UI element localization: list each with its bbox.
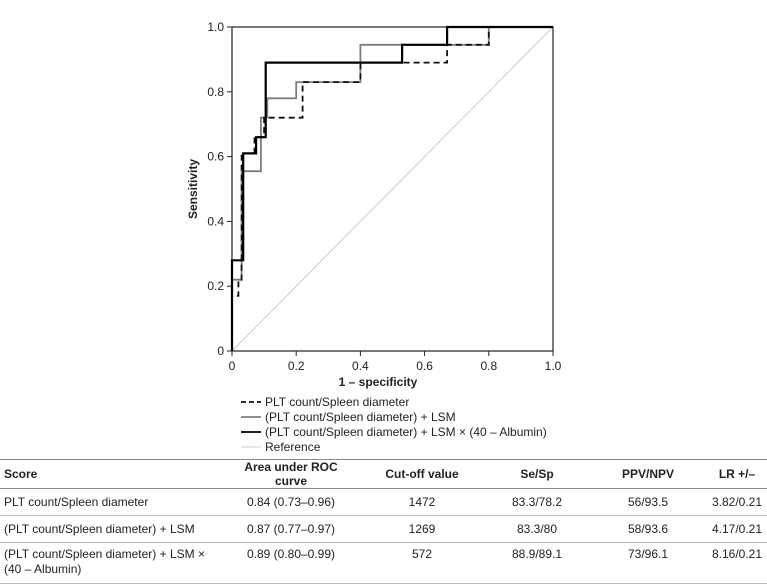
row-score-line2: (40 – Albumin) <box>4 562 82 576</box>
row-score: (PLT count/Spleen diameter) + LSM × (40 –… <box>0 542 223 584</box>
series-plt-spleen-lsm-albumin-line <box>230 25 553 351</box>
roc-chart: 0 0.2 0.4 0.6 0.8 1.0 0 0.2 0.4 0.6 0.8 1.0 1 – sp… <box>186 20 562 454</box>
row-lr: 4.17/0.21 <box>707 515 767 543</box>
legend-item-plt-spleen: PLT count/Spleen diameter <box>241 395 409 409</box>
y-tick-label: 0 <box>217 344 224 358</box>
x-axis-label: 1 – specificity <box>339 375 418 389</box>
header-se-sp: Se/Sp <box>485 459 589 489</box>
row-cutoff: 1472 <box>359 488 485 516</box>
header-ppv-npv: PPV/NPV <box>589 459 707 489</box>
row-se-sp: 88.9/89.1 <box>485 542 589 584</box>
x-axis-ticks: 0 0.2 0.4 0.6 0.8 1.0 <box>229 351 562 373</box>
x-tick-label: 1.0 <box>545 359 562 373</box>
row-cutoff: 572 <box>359 542 485 584</box>
y-axis-ticks: 0 0.2 0.4 0.6 0.8 1.0 <box>207 20 232 358</box>
legend-item-reference: Reference <box>241 440 321 454</box>
row-se-sp: 83.3/80 <box>485 515 589 543</box>
row-se-sp: 83.3/78.2 <box>485 488 589 516</box>
legend-label: Reference <box>265 440 321 454</box>
row-auc: 0.84 (0.73–0.96) <box>223 488 359 516</box>
x-tick-label: 0.2 <box>288 359 305 373</box>
row-auc: 0.89 (0.80–0.99) <box>223 542 359 584</box>
y-axis-label: Sensitivity <box>186 159 200 219</box>
table-row: (PLT count/Spleen diameter) + LSM × (40 –… <box>0 542 767 584</box>
legend-label: PLT count/Spleen diameter <box>265 395 409 409</box>
table-row: (PLT count/Spleen diameter) + LSM 0.87 (… <box>0 515 767 543</box>
y-tick-label: 0.6 <box>207 150 224 164</box>
x-tick-label: 0.6 <box>416 359 433 373</box>
row-lr: 8.16/0.21 <box>707 542 767 584</box>
header-auc: Area under ROC curve <box>223 459 359 489</box>
row-score: (PLT count/Spleen diameter) + LSM <box>0 515 223 543</box>
table-header-row: Score Area under ROC curve Cut-off value… <box>0 459 767 489</box>
y-tick-label: 0.2 <box>207 279 224 293</box>
x-tick-label: 0.8 <box>480 359 497 373</box>
legend: PLT count/Spleen diameter(PLT count/Sple… <box>241 395 547 454</box>
plot-frame <box>231 26 554 352</box>
legend-label: (PLT count/Spleen diameter) + LSM <box>265 410 456 424</box>
row-ppv-npv: 58/93.6 <box>589 515 707 543</box>
results-table: Score Area under ROC curve Cut-off value… <box>0 459 767 584</box>
row-score-line1: (PLT count/Spleen diameter) + LSM × <box>4 547 205 561</box>
row-ppv-npv: 73/96.1 <box>589 542 707 584</box>
header-cutoff: Cut-off value <box>359 459 485 489</box>
row-cutoff: 1269 <box>359 515 485 543</box>
x-tick-label: 0 <box>229 359 236 373</box>
row-auc: 0.87 (0.77–0.97) <box>223 515 359 543</box>
y-tick-label: 0.8 <box>207 85 224 99</box>
header-lr: LR +/– <box>707 459 767 489</box>
header-score: Score <box>0 459 223 489</box>
table-row: PLT count/Spleen diameter 0.84 (0.73–0.9… <box>0 488 767 516</box>
row-ppv-npv: 56/93.5 <box>589 488 707 516</box>
series-reference-line <box>231 26 554 352</box>
legend-item-plt-spleen-lsm-albumin: (PLT count/Spleen diameter) + LSM × (40 … <box>241 425 547 439</box>
y-tick-label: 0.4 <box>207 214 224 228</box>
plot-area <box>231 26 554 352</box>
row-lr: 3.82/0.21 <box>707 488 767 516</box>
row-score: PLT count/Spleen diameter <box>0 488 223 516</box>
legend-item-plt-spleen-lsm: (PLT count/Spleen diameter) + LSM <box>241 410 456 424</box>
legend-label: (PLT count/Spleen diameter) + LSM × (40 … <box>265 425 547 439</box>
y-tick-label: 1.0 <box>207 20 224 34</box>
x-tick-label: 0.4 <box>352 359 369 373</box>
series-layer <box>230 25 554 352</box>
